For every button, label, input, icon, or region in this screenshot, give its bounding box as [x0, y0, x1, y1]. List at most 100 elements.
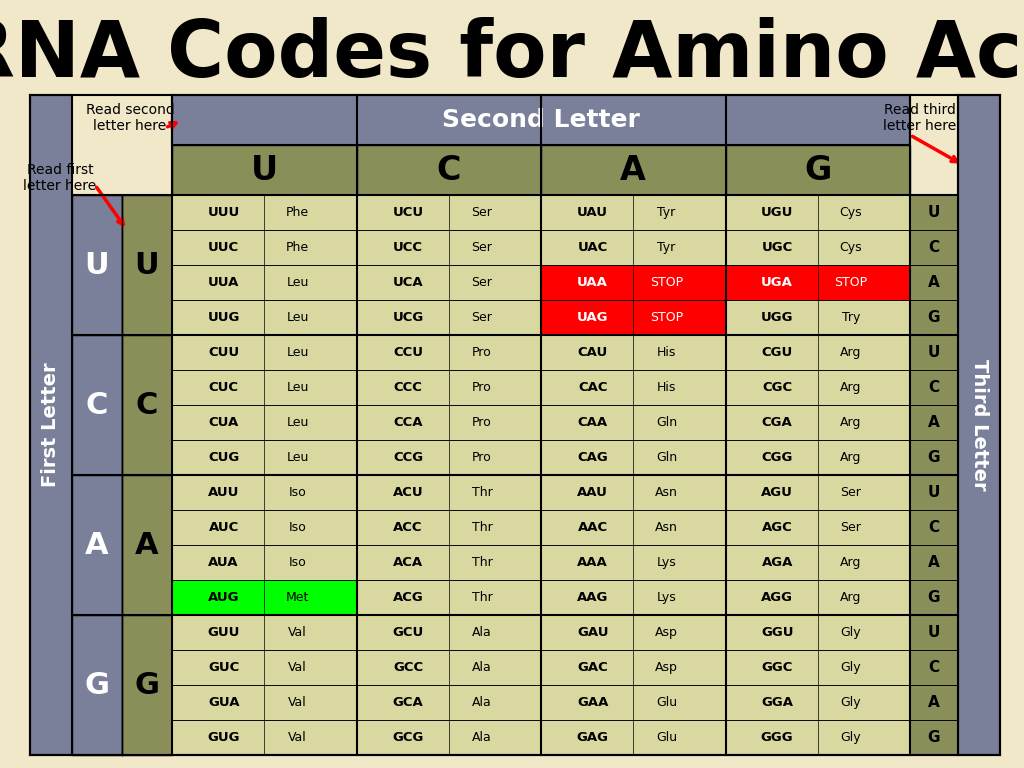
- Text: Phe: Phe: [286, 241, 309, 254]
- Text: AUU: AUU: [208, 486, 240, 499]
- Text: Leu: Leu: [287, 346, 308, 359]
- Text: AUA: AUA: [209, 556, 239, 569]
- Text: GAU: GAU: [577, 626, 608, 639]
- Text: CCC: CCC: [393, 381, 423, 394]
- Text: CUA: CUA: [209, 416, 239, 429]
- Text: ACG: ACG: [393, 591, 424, 604]
- Text: Gly: Gly: [841, 626, 861, 639]
- Text: First Letter: First Letter: [42, 362, 60, 488]
- Text: UUU: UUU: [208, 206, 240, 219]
- Text: U: U: [928, 485, 940, 500]
- Bar: [910, 405, 958, 440]
- Text: STOP: STOP: [650, 311, 683, 324]
- Text: Leu: Leu: [287, 311, 308, 324]
- Bar: [30, 95, 72, 755]
- Text: Thr: Thr: [472, 486, 493, 499]
- Text: Gln: Gln: [656, 451, 677, 464]
- Text: Leu: Leu: [287, 381, 308, 394]
- Text: GUA: GUA: [208, 696, 240, 709]
- Text: CAA: CAA: [578, 416, 607, 429]
- Text: AAU: AAU: [578, 486, 608, 499]
- Text: Arg: Arg: [841, 416, 861, 429]
- Bar: [172, 95, 910, 145]
- Text: Iso: Iso: [289, 486, 306, 499]
- Text: GUG: GUG: [208, 731, 240, 744]
- Text: C: C: [929, 520, 940, 535]
- Text: GCG: GCG: [392, 731, 424, 744]
- Text: UAG: UAG: [577, 311, 608, 324]
- Text: CCA: CCA: [393, 416, 423, 429]
- Bar: [725, 145, 910, 195]
- Text: Gly: Gly: [841, 661, 861, 674]
- Text: UAA: UAA: [578, 276, 608, 289]
- Text: Gly: Gly: [841, 696, 861, 709]
- Text: Val: Val: [288, 626, 307, 639]
- Bar: [122, 335, 172, 475]
- Text: G: G: [85, 670, 110, 700]
- Bar: [356, 685, 541, 720]
- Bar: [725, 615, 910, 650]
- Bar: [356, 145, 541, 195]
- Bar: [541, 545, 725, 580]
- Bar: [725, 580, 910, 615]
- Text: Asn: Asn: [655, 486, 678, 499]
- Bar: [356, 370, 541, 405]
- Bar: [910, 580, 958, 615]
- Bar: [725, 440, 910, 475]
- Text: U: U: [251, 154, 278, 187]
- Bar: [356, 580, 541, 615]
- Text: Tyr: Tyr: [657, 241, 676, 254]
- Text: GUU: GUU: [208, 626, 240, 639]
- Text: Ala: Ala: [472, 731, 492, 744]
- Text: UAC: UAC: [578, 241, 608, 254]
- Bar: [910, 510, 958, 545]
- Text: CGU: CGU: [762, 346, 793, 359]
- Text: Cys: Cys: [840, 241, 862, 254]
- Bar: [172, 685, 356, 720]
- Text: Gln: Gln: [656, 416, 677, 429]
- Text: GCA: GCA: [393, 696, 424, 709]
- Text: Val: Val: [288, 731, 307, 744]
- Bar: [172, 510, 356, 545]
- Bar: [541, 615, 725, 650]
- Text: UUA: UUA: [208, 276, 240, 289]
- Text: CUU: CUU: [208, 346, 240, 359]
- Text: Gly: Gly: [841, 731, 861, 744]
- Text: G: G: [928, 450, 940, 465]
- Text: Ser: Ser: [841, 486, 861, 499]
- Text: Iso: Iso: [289, 521, 306, 534]
- Bar: [172, 265, 356, 300]
- Text: Arg: Arg: [841, 381, 861, 394]
- Text: Ser: Ser: [841, 521, 861, 534]
- Text: Lys: Lys: [656, 556, 676, 569]
- Bar: [172, 195, 356, 230]
- Text: UUG: UUG: [208, 311, 240, 324]
- Text: UGA: UGA: [761, 276, 794, 289]
- Text: UCU: UCU: [392, 206, 424, 219]
- Text: UGG: UGG: [761, 311, 794, 324]
- Text: GGA: GGA: [761, 696, 794, 709]
- Text: CGC: CGC: [762, 381, 793, 394]
- Bar: [910, 370, 958, 405]
- Text: UCC: UCC: [393, 241, 423, 254]
- Text: C: C: [929, 240, 940, 255]
- Text: AAG: AAG: [577, 591, 608, 604]
- Bar: [356, 440, 541, 475]
- Bar: [910, 615, 958, 650]
- Text: Leu: Leu: [287, 416, 308, 429]
- Bar: [725, 685, 910, 720]
- Bar: [725, 720, 910, 755]
- Text: CCG: CCG: [393, 451, 423, 464]
- Text: Arg: Arg: [841, 591, 861, 604]
- Text: CCU: CCU: [393, 346, 423, 359]
- Bar: [172, 720, 356, 755]
- Bar: [356, 335, 541, 370]
- Text: Ser: Ser: [471, 276, 493, 289]
- Text: Leu: Leu: [287, 451, 308, 464]
- Bar: [910, 300, 958, 335]
- Bar: [356, 545, 541, 580]
- Bar: [910, 650, 958, 685]
- Bar: [72, 615, 122, 755]
- Bar: [725, 405, 910, 440]
- Text: CUG: CUG: [208, 451, 240, 464]
